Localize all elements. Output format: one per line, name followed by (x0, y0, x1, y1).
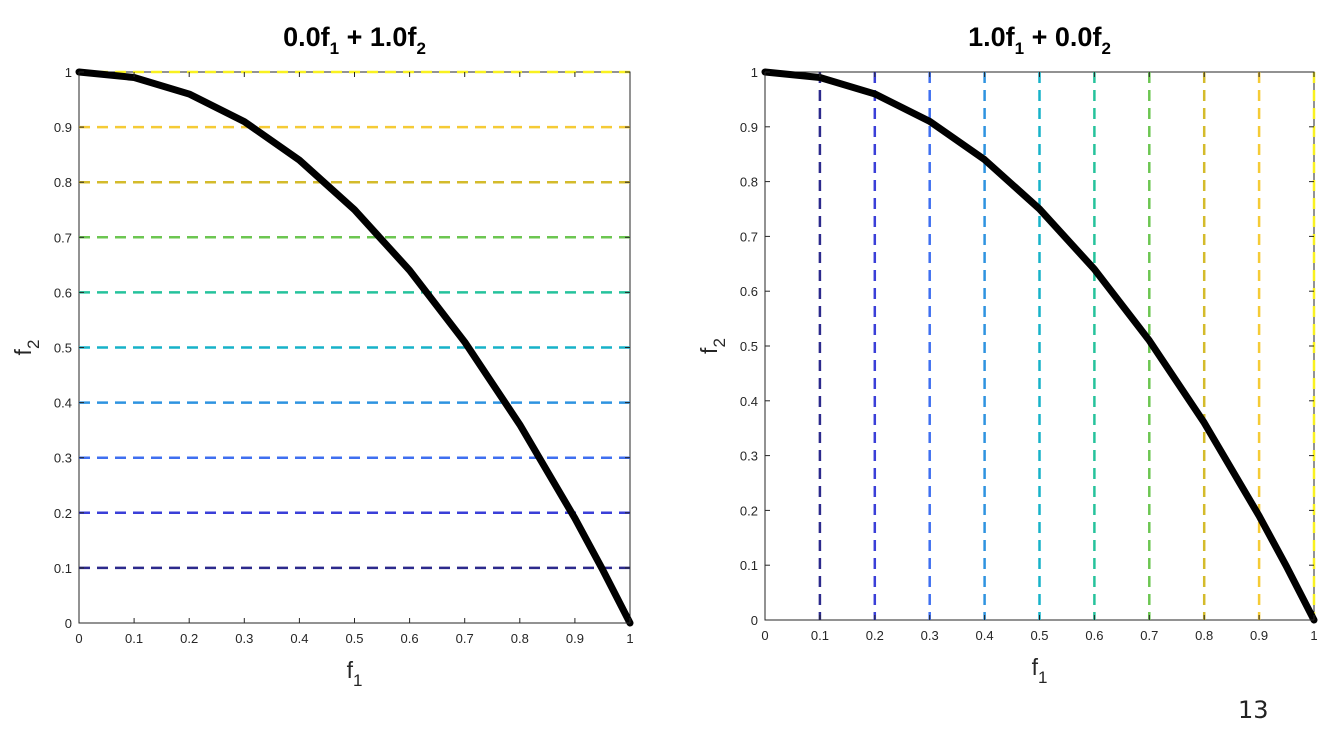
y-tick-label: 0.4 (54, 396, 72, 411)
chart-title: 1.0f1 + 0.0f2 (968, 22, 1111, 58)
x-axis-label: f1 (1032, 654, 1048, 687)
x-tick-label: 0.8 (511, 631, 529, 646)
x-tick-label: 0.5 (1030, 628, 1048, 643)
y-tick-label: 1 (65, 65, 72, 80)
x-tick-label: 0.7 (456, 631, 474, 646)
x-tick-label: 0.2 (180, 631, 198, 646)
x-tick-label: 0.1 (125, 631, 143, 646)
y-tick-label: 0 (65, 616, 72, 631)
y-tick-label: 0.2 (54, 506, 72, 521)
y-tick-label: 0.8 (54, 175, 72, 190)
x-tick-label: 0.1 (811, 628, 829, 643)
y-tick-label: 0.1 (54, 561, 72, 576)
y-tick-label: 0.4 (740, 394, 758, 409)
x-tick-label: 0.4 (976, 628, 994, 643)
y-tick-label: 0.7 (54, 230, 72, 245)
pareto-front-line (761, 68, 1318, 624)
x-tick-label: 0.2 (866, 628, 884, 643)
y-tick-label: 0 (751, 613, 758, 628)
x-tick-label: 0.3 (921, 628, 939, 643)
x-tick-label: 0.4 (290, 631, 308, 646)
y-tick-label: 1 (751, 65, 758, 80)
y-tick-label: 0.6 (54, 285, 72, 300)
x-tick-label: 0.7 (1140, 628, 1158, 643)
x-tick-label: 0.9 (566, 631, 584, 646)
y-tick-label: 0.2 (740, 503, 758, 518)
x-tick-label: 0.5 (345, 631, 363, 646)
y-tick-label: 0.6 (740, 284, 758, 299)
y-axis-label: f2 (696, 338, 729, 354)
y-tick-label: 0.8 (740, 175, 758, 190)
chart-right: 0 0.1 0.2 0.3 0.4 0.5 0.6 0.7 0.8 0.9 1 0 0.1 0.2 0.3 0… (696, 22, 1318, 687)
y-tick-label: 0.3 (740, 449, 758, 464)
y-tick-label: 0.1 (740, 558, 758, 573)
y-tick-label: 0.9 (54, 120, 72, 135)
x-tick-label: 0.6 (401, 631, 419, 646)
x-axis-label: f1 (347, 657, 363, 690)
x-tick-label: 0 (761, 628, 768, 643)
x-tick-label: 0.9 (1250, 628, 1268, 643)
chart-title: 0.0f1 + 1.0f2 (283, 22, 426, 58)
x-tick-label: 0 (75, 631, 82, 646)
y-tick-label: 0.5 (740, 339, 758, 354)
y-tick-label: 0.7 (740, 229, 758, 244)
x-tick-label: 0.6 (1085, 628, 1103, 643)
y-tick-label: 0.5 (54, 341, 72, 356)
y-tick-label: 0.3 (54, 451, 72, 466)
page-number: 13 (1238, 696, 1269, 724)
x-tick-label: 1 (1310, 628, 1317, 643)
y-tick-label: 0.9 (740, 120, 758, 135)
y-axis-label: f2 (10, 340, 43, 356)
pareto-front-line (75, 68, 634, 627)
x-tick-label: 0.3 (235, 631, 253, 646)
chart-left: 0 0.1 0.2 0.3 0.4 0.5 0.6 0.7 0.8 0.9 1 0 0.1 0.2 0.3 0… (10, 22, 634, 690)
x-tick-label: 0.8 (1195, 628, 1213, 643)
x-tick-label: 1 (626, 631, 633, 646)
